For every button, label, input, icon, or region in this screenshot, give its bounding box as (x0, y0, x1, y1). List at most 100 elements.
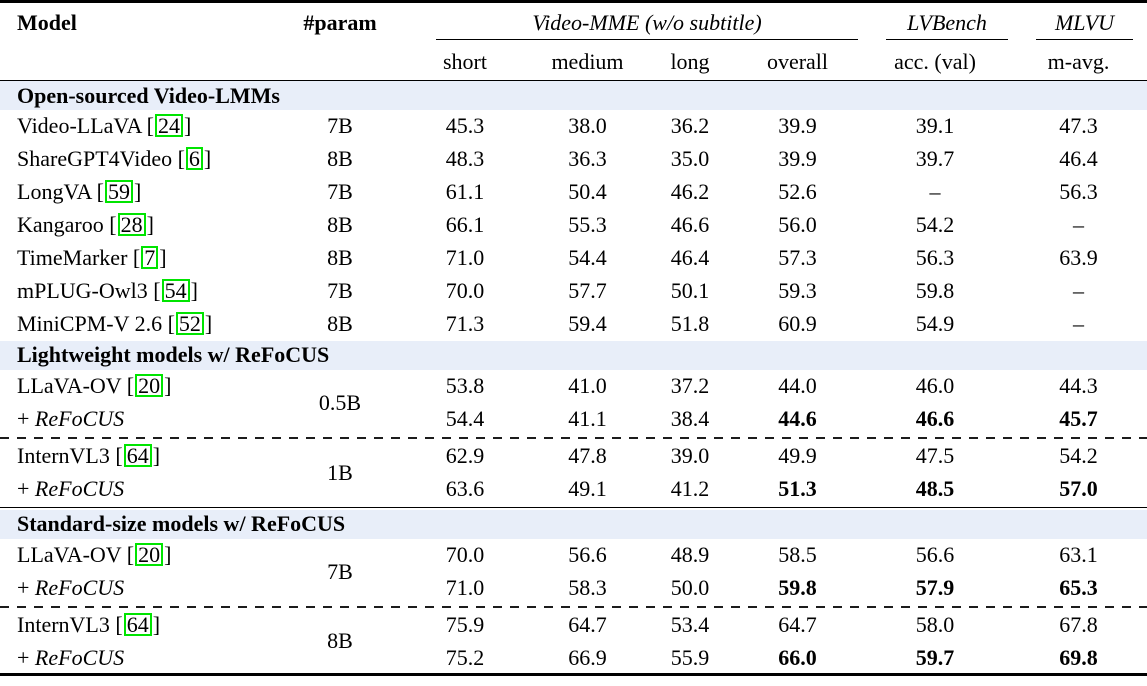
refocus-prefix: + (17, 476, 35, 502)
citation-close-bracket: ] (203, 146, 212, 172)
value-cell: 57.9 (915, 575, 955, 601)
citation-link[interactable]: 24 (154, 114, 183, 138)
value-cell: 57.3 (778, 245, 817, 271)
value-cell: 63.6 (445, 476, 485, 502)
value-cell: 70.0 (445, 278, 485, 304)
value-cell: – (1073, 212, 1085, 238)
value-cell: 51.8 (670, 311, 710, 337)
refocus-model-name: ReFoCUS (34, 644, 125, 670)
group-header-video-mme: Video-MME (w/o subtitle) (400, 2, 860, 44)
value-cell: 54.2 (915, 212, 955, 238)
citation-close-bracket: ] (146, 212, 154, 238)
section-header-label: Lightweight models w/ ReFoCUS (0, 340, 1147, 370)
model-name: LLaVA-OV [ (17, 542, 135, 568)
value-cell: 51.3 (778, 476, 817, 502)
citation-link[interactable]: 28 (117, 213, 146, 237)
value-cell: 41.0 (568, 373, 607, 399)
param-cell: 0.5B (318, 389, 362, 415)
model-name: Kangaroo [ (17, 212, 117, 238)
model-name: InternVL3 [ (17, 443, 123, 469)
param-cell: 7B (327, 278, 353, 304)
citation-link[interactable]: 20 (135, 543, 164, 567)
lvbench-underline: LVBench (886, 10, 1009, 41)
value-cell: 66.0 (778, 644, 817, 670)
value-cell: 49.1 (568, 476, 607, 502)
section-header-label: Open-sourced Video-LMMs (0, 80, 1147, 110)
column-header-model: Model (0, 1, 280, 81)
section-row: Standard-size models w/ ReFoCUS (0, 509, 1147, 539)
citation-link[interactable]: 59 (105, 180, 133, 204)
value-cell: 36.2 (670, 113, 710, 139)
value-cell: 58.3 (568, 575, 607, 601)
value-cell: 39.9 (778, 146, 817, 172)
table-row: mPLUG-Owl3 [54] 7B 70.0 57.7 50.1 59.3 59.8 – (0, 275, 1147, 308)
value-cell: 63.9 (1059, 245, 1098, 271)
citation-close-bracket: ] (152, 443, 161, 469)
column-header-medium: medium (530, 43, 645, 81)
citation-close-bracket: ] (204, 311, 213, 337)
citation-link[interactable]: 64 (123, 444, 152, 468)
model-name-cell: + ReFoCUS (0, 572, 280, 605)
value-cell: 46.6 (915, 406, 955, 432)
value-cell: 45.7 (1059, 406, 1098, 432)
value-cell: 63.1 (1059, 542, 1098, 568)
dashed-separator-cell (0, 605, 1147, 609)
value-cell: 46.6 (670, 212, 710, 238)
citation-link[interactable]: 20 (135, 374, 164, 398)
value-cell: – (1073, 278, 1085, 304)
value-cell: 41.1 (568, 406, 607, 432)
table-row: TimeMarker [7] 8B 71.0 54.4 46.4 57.3 56.3 63.9 (0, 242, 1147, 275)
solid-divider-line (0, 506, 1147, 509)
video-mme-underline: Video-MME (w/o subtitle) (436, 11, 859, 41)
value-cell: 62.9 (445, 443, 485, 469)
citation-link[interactable]: 54 (161, 279, 190, 303)
citation-link[interactable]: 52 (175, 312, 204, 336)
citation-close-bracket: ] (164, 542, 172, 568)
value-cell: 53.8 (445, 373, 485, 399)
value-cell: 50.0 (670, 575, 710, 601)
value-cell: 46.4 (670, 245, 710, 271)
group-label-mlvu: MLVU (1054, 10, 1115, 35)
value-cell: 54.4 (445, 406, 485, 432)
table-body: Open-sourced Video-LMMs Video-LLaVA [24] 7… (0, 80, 1147, 675)
value-cell: 71.0 (445, 575, 485, 601)
value-cell: 61.1 (445, 179, 485, 205)
refocus-prefix: + (17, 406, 35, 432)
model-name: InternVL3 [ (17, 612, 123, 638)
model-name-cell: MiniCPM-V 2.6 [52] (0, 308, 280, 341)
mlvu-underline: MLVU (1036, 10, 1134, 41)
dashed-divider-line (0, 605, 1147, 608)
value-cell: 57.0 (1059, 476, 1098, 502)
table-row: + ReFoCUS 71.0 58.3 50.0 59.8 57.9 65.3 (0, 572, 1147, 605)
model-name-cell: + ReFoCUS (0, 403, 280, 436)
value-cell: 50.1 (670, 278, 710, 304)
value-cell: 55.9 (670, 644, 710, 670)
value-cell: 66.9 (568, 644, 607, 670)
refocus-prefix: + (17, 644, 35, 670)
value-cell: 59.3 (778, 278, 817, 304)
param-cell: 7B (327, 179, 353, 205)
table-row: LLaVA-OV [20] 0.5B 53.8 41.0 37.2 44.0 46.0 44.… (0, 370, 1147, 414)
table-header: Model #param Video-MME (w/o subtitle) LV… (0, 1, 1147, 81)
table-row: MiniCPM-V 2.6 [52] 8B 71.3 59.4 51.8 60.9 54.9… (0, 308, 1147, 341)
value-cell: 35.0 (670, 146, 710, 172)
param-cell: 8B (327, 628, 353, 654)
citation-link[interactable]: 64 (123, 613, 152, 637)
dashed-separator-row (0, 605, 1147, 609)
value-cell: 48.5 (915, 476, 955, 502)
value-cell: 64.7 (568, 612, 607, 638)
value-cell: – (1073, 311, 1085, 337)
group-label-lvbench: LVBench (907, 10, 987, 35)
value-cell: 48.9 (670, 542, 710, 568)
value-cell: 75.9 (445, 612, 485, 638)
table-row: LLaVA-OV [20] 7B 70.0 56.6 48.9 58.5 56.6 63.1 (0, 539, 1147, 583)
model-name: mPLUG-Owl3 [ (17, 278, 161, 304)
table-row: + ReFoCUS 63.6 49.1 41.2 51.3 48.5 57.0 (0, 473, 1147, 506)
citation-link[interactable]: 7 (141, 246, 159, 270)
citation-link[interactable]: 6 (185, 147, 203, 171)
refocus-model-name: ReFoCUS (34, 476, 125, 502)
model-name: ShareGPT4Video [ (17, 146, 185, 172)
value-cell: 37.2 (670, 373, 710, 399)
value-cell: 44.6 (778, 406, 817, 432)
table-row: InternVL3 [64] 8B 75.9 64.7 53.4 64.7 58.0 67.8 (0, 609, 1147, 652)
